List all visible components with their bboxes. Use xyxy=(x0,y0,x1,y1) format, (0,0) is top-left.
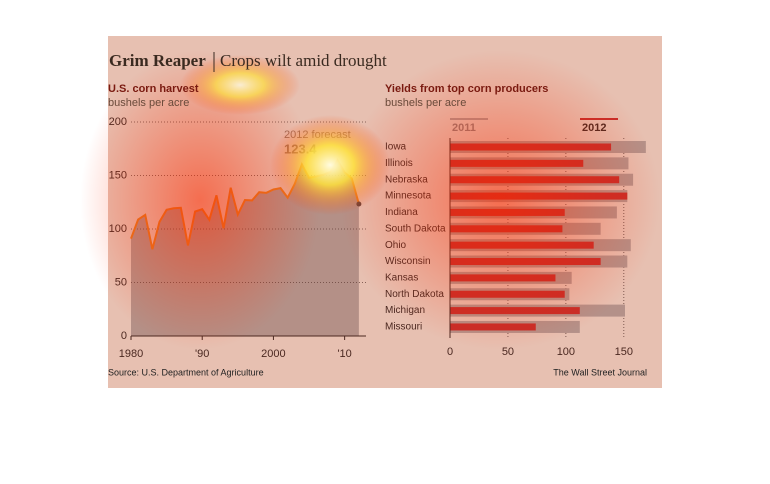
source: Source: U.S. Department of Agriculture xyxy=(108,367,264,377)
chart-subtitle: bushels per acre xyxy=(108,97,189,109)
legend-label: 2012 xyxy=(582,122,606,134)
bar xyxy=(450,241,594,249)
category-label: Missouri xyxy=(385,322,422,333)
y-tick-label: 50 xyxy=(115,276,127,288)
category-label: Michigan xyxy=(385,305,425,316)
x-tick-label: '10 xyxy=(337,348,351,360)
category-label: Minnesota xyxy=(385,191,432,202)
y-tick-label: 150 xyxy=(109,169,127,181)
chart-title: Yields from top corn producers xyxy=(385,83,548,95)
forecast-point xyxy=(356,201,362,207)
category-label: Indiana xyxy=(385,207,418,218)
x-tick-label: 2000 xyxy=(261,348,285,360)
annotation: 2012 forecast xyxy=(284,129,351,141)
bar xyxy=(450,290,565,298)
bar xyxy=(450,208,565,216)
category-label: Ohio xyxy=(385,240,407,251)
x-tick-label: 0 xyxy=(447,346,453,358)
annotation-value: 123.4 xyxy=(284,141,317,156)
y-tick-label: 0 xyxy=(121,330,127,342)
x-tick-label: 100 xyxy=(557,346,575,358)
x-tick-label: 1980 xyxy=(119,348,143,360)
x-tick-label: '90 xyxy=(195,348,209,360)
category-label: Kansas xyxy=(385,273,418,284)
category-label: Nebraska xyxy=(385,174,428,185)
bar xyxy=(450,176,620,184)
title: Grim Reaper xyxy=(109,51,206,70)
y-tick-label: 200 xyxy=(109,116,127,128)
bar xyxy=(450,307,580,315)
chart-title: U.S. corn harvest xyxy=(108,83,199,95)
bar xyxy=(450,192,628,200)
category-label: Illinois xyxy=(385,158,413,169)
category-label: Iowa xyxy=(385,142,407,153)
bar xyxy=(450,274,556,282)
bar xyxy=(450,143,612,151)
bar xyxy=(450,258,601,266)
y-tick-label: 100 xyxy=(109,223,127,235)
bar xyxy=(450,323,536,331)
subtitle: Crops wilt amid drought xyxy=(220,51,387,70)
category-label: Wisconsin xyxy=(385,256,431,267)
x-tick-label: 150 xyxy=(615,346,633,358)
x-tick-label: 50 xyxy=(502,346,514,358)
category-label: South Dakota xyxy=(385,223,446,234)
bar xyxy=(450,225,563,233)
bar xyxy=(450,159,584,167)
category-label: North Dakota xyxy=(385,289,444,300)
legend-label: 2011 xyxy=(452,122,476,134)
chart-subtitle: bushels per acre xyxy=(385,97,466,109)
credit: The Wall Street Journal xyxy=(553,367,647,377)
